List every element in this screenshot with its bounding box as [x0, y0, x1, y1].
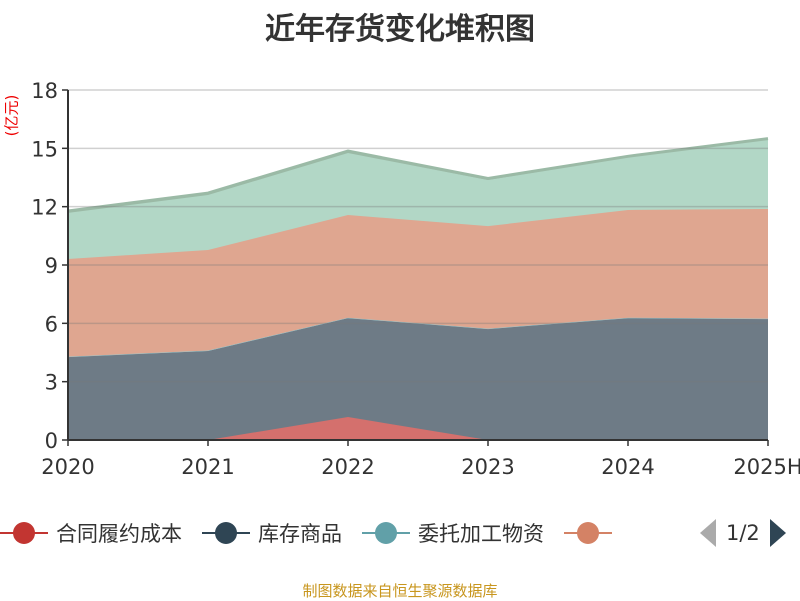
x-tick-label: 2024	[601, 455, 654, 479]
chart-canvas: 0 3 6 9 12 15 18 2020 2021 2022 2023 2024 2025H	[31, 79, 800, 479]
legend-marker-icon	[564, 521, 612, 545]
legend-label: 委托加工物资	[418, 522, 544, 546]
y-tick-label: 12	[31, 196, 58, 220]
line-series-5	[67, 137, 769, 213]
x-tick-label: 2020	[41, 455, 94, 479]
area-series-3	[68, 209, 768, 357]
chart-title: 近年存货变化堆积图	[265, 12, 535, 47]
x-tick-label: 2022	[321, 455, 374, 479]
legend-marker-icon	[362, 521, 410, 545]
legend-item-3[interactable]	[564, 521, 620, 545]
legend-pager: 1/2	[700, 519, 786, 547]
prev-page-icon[interactable]	[700, 519, 716, 547]
legend-item-2[interactable]: 委托加工物资	[362, 518, 544, 548]
legend-item-1[interactable]: 库存商品	[202, 518, 342, 548]
y-tick-label: 6	[45, 312, 58, 336]
source-note: 制图数据来自恒生聚源数据库	[302, 582, 498, 600]
x-tick-label: 2023	[461, 455, 514, 479]
area-series-1	[68, 318, 768, 440]
legend-item-0[interactable]: 合同履约成本	[0, 518, 182, 548]
legend-label: 合同履约成本	[56, 522, 182, 546]
legend-marker-icon	[202, 521, 250, 545]
legend: 合同履约成本 库存商品 委托加工物资	[0, 518, 640, 548]
x-tick-label: 2021	[181, 455, 234, 479]
y-tick-label: 15	[31, 137, 58, 161]
y-tick-label: 3	[45, 371, 58, 395]
legend-marker-icon	[0, 521, 48, 545]
area-series-4	[68, 139, 768, 259]
line-series-2	[67, 317, 769, 358]
y-tick-label: 9	[45, 254, 58, 278]
x-tick-label: 2025H	[733, 455, 800, 479]
legend-label: 库存商品	[258, 522, 342, 546]
next-page-icon[interactable]	[769, 519, 786, 547]
y-tick-label: 18	[31, 79, 58, 103]
y-tick-label: 0	[45, 429, 58, 453]
legend-page: 1/2	[726, 521, 760, 545]
